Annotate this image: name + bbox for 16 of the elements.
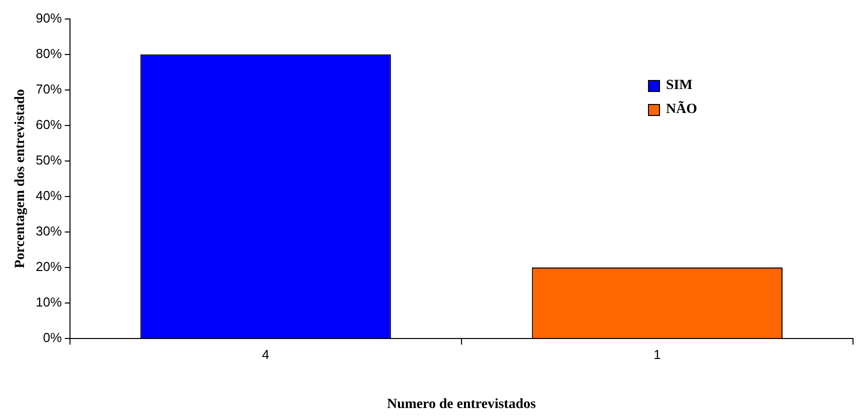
legend-label: SIM: [666, 78, 692, 94]
y-tick-label: 40%: [36, 188, 62, 204]
y-tick-label: 60%: [36, 116, 62, 132]
y-tick-label: 70%: [36, 81, 62, 96]
y-tick-label: 50%: [36, 152, 62, 168]
y-axis-title: Porcentagem dos entrevistado: [13, 89, 28, 268]
y-tick-label: 0%: [43, 330, 62, 346]
y-tick-label: 90%: [36, 10, 62, 26]
y-tick-label: 30%: [36, 224, 62, 239]
y-tick-label: 20%: [36, 259, 62, 274]
y-tick-label: 80%: [36, 46, 62, 61]
x-tick-label: 1: [654, 346, 661, 362]
x-axis-title: Numero de entrevistados: [387, 397, 536, 412]
x-tick-label: 4: [262, 346, 270, 362]
y-tick-label: 10%: [36, 294, 62, 310]
legend-label: NÃO: [666, 102, 698, 118]
